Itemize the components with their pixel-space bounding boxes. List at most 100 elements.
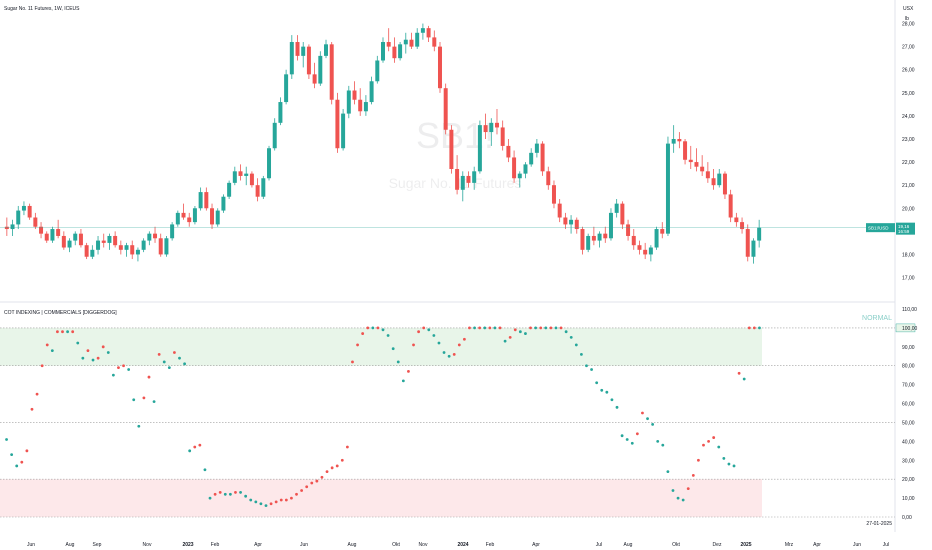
indicator-dot <box>178 356 181 360</box>
overbought-band <box>0 327 762 366</box>
indicator-dot <box>310 481 314 485</box>
candle-body <box>113 235 118 246</box>
candle-body <box>608 212 613 239</box>
indicator-dot <box>462 337 466 341</box>
indicator-dot <box>518 330 522 334</box>
countdown-label: 16:59 <box>898 229 910 234</box>
candle-body <box>665 143 670 234</box>
indicator-dot <box>295 492 298 496</box>
candle-body <box>591 235 596 241</box>
time-tick-label: 2024 <box>457 542 468 548</box>
candle-body <box>352 90 357 100</box>
indicator-dot <box>508 335 512 339</box>
candle-body <box>175 212 180 225</box>
indicator-dot <box>686 487 690 491</box>
indicator-dot <box>707 439 710 443</box>
indicator-dot <box>539 326 543 330</box>
candle-body <box>705 171 710 179</box>
indicator-tick-label: 80,00 <box>902 364 915 370</box>
indicator-dot <box>747 326 751 330</box>
candle-body <box>56 229 61 236</box>
candle-body <box>33 217 38 227</box>
indicator-dot <box>580 352 583 356</box>
indicator-dot <box>635 432 639 436</box>
time-tick-label: Apr <box>254 542 262 548</box>
indicator-dot <box>228 492 232 496</box>
indicator-dot <box>203 468 207 472</box>
indicator-dot <box>284 498 288 502</box>
indicator-dot <box>534 326 538 330</box>
candle-body <box>722 173 727 195</box>
time-tick-label: Aug <box>624 542 633 548</box>
indicator-dot <box>442 351 446 354</box>
indicator-dot <box>412 343 415 347</box>
indicator-status: NORMAL <box>862 315 892 322</box>
indicator-dot <box>40 364 44 368</box>
candle-body <box>443 88 448 130</box>
candle-body <box>335 99 340 149</box>
indicator-dot <box>513 328 517 332</box>
candle-body <box>449 129 454 170</box>
price-tick-label: 24,00 <box>902 114 915 120</box>
indicator-dot <box>5 438 8 441</box>
price-axis: 28,00 27,00 26,00 25,00 24,00 23,00 22,00 21,00… <box>902 22 915 282</box>
indicator-dot <box>81 356 85 360</box>
last-price-label-bg <box>896 222 915 235</box>
candle-body <box>295 42 300 56</box>
indicator-dot <box>269 502 273 506</box>
candle-body <box>27 205 32 218</box>
candle-body <box>551 185 556 204</box>
indicator-dot <box>503 339 507 343</box>
candle-body <box>757 227 762 241</box>
time-tick-label: Okt <box>672 542 680 548</box>
candle-body <box>39 226 44 234</box>
unit-label: lb <box>905 16 909 22</box>
time-tick-label: Apr <box>813 542 821 548</box>
indicator-dot <box>656 439 660 443</box>
indicator-dot <box>300 489 304 492</box>
time-tick-label: Nov <box>143 542 152 548</box>
indicator-dot <box>717 445 721 449</box>
indicator-dot <box>381 328 385 332</box>
candle-body <box>734 217 739 223</box>
indicator-dot <box>529 326 532 330</box>
indicator-dot <box>630 441 634 445</box>
currency-label: USX <box>903 6 914 12</box>
indicator-dot <box>427 328 431 332</box>
candle-body <box>648 247 653 255</box>
indicator-dot <box>691 474 695 477</box>
time-tick-label: Apr <box>532 542 540 548</box>
indicator-dot <box>732 464 736 468</box>
indicator-dot <box>254 500 258 504</box>
candle-body <box>135 249 140 255</box>
indicator-dot <box>45 343 49 347</box>
indicator-dot <box>71 330 75 334</box>
time-tick-label: Dez <box>713 542 722 548</box>
indicator-dot <box>625 438 629 441</box>
time-tick-label: 2023 <box>182 542 193 548</box>
candle-body <box>221 196 226 211</box>
indicator-dot <box>122 364 125 368</box>
candle-body <box>688 159 693 163</box>
indicator-dot <box>86 349 90 352</box>
indicator-dot <box>259 502 263 506</box>
candle-body <box>597 233 602 241</box>
indicator-dot <box>391 347 395 351</box>
indicator-dot <box>290 496 293 500</box>
candle-body <box>301 46 306 56</box>
indicator-dot <box>671 489 675 492</box>
candle-body <box>683 141 688 160</box>
indicator-dot <box>457 343 461 347</box>
indicator-dot <box>483 326 487 330</box>
candle-body <box>329 44 334 100</box>
candle-body <box>386 42 391 47</box>
time-tick-label: Aug <box>66 542 75 548</box>
candle-body <box>420 28 425 33</box>
indicator-dot <box>758 326 761 330</box>
oversold-band <box>0 479 762 517</box>
candle-body <box>745 229 750 257</box>
time-tick-label: Jun <box>27 542 35 548</box>
candle-body <box>517 173 522 179</box>
